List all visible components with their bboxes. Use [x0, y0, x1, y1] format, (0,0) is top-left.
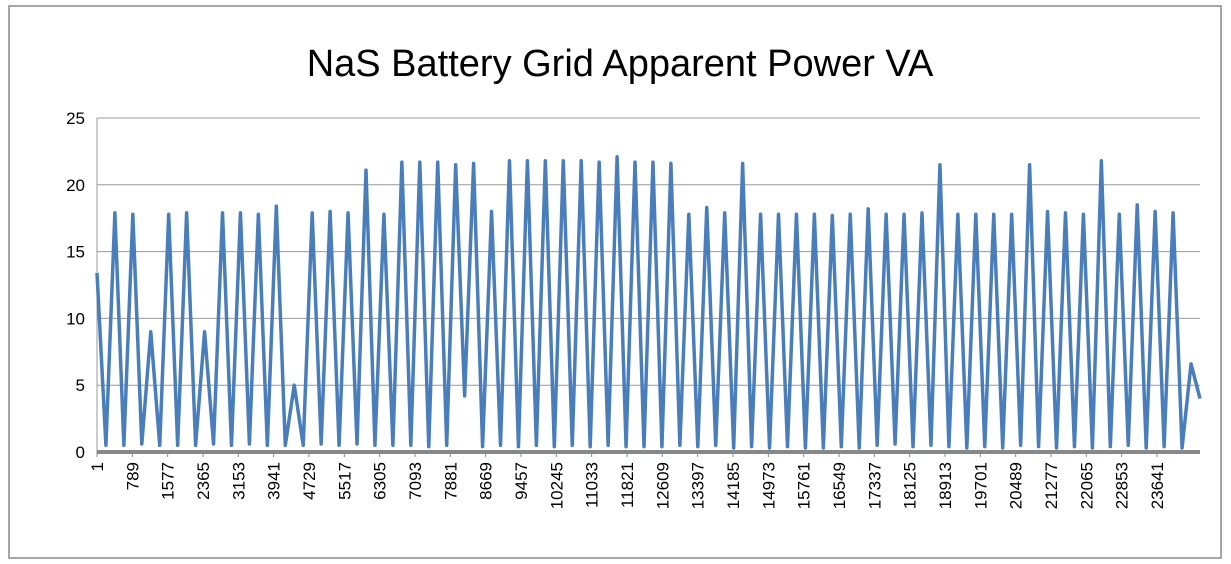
x-tick-label: 8669	[477, 462, 496, 500]
x-tick-label: 12609	[653, 462, 672, 509]
x-tick-label: 9457	[512, 462, 531, 500]
y-tick-label: 25	[66, 109, 85, 128]
y-tick-label: 0	[76, 443, 85, 462]
series-line	[95, 154, 1202, 450]
x-tick-label: 16549	[830, 462, 849, 509]
x-tick-label: 3153	[229, 462, 248, 500]
x-tick-label: 23641	[1148, 462, 1167, 509]
x-tick-label: 789	[123, 462, 142, 490]
x-tick-label: 3941	[265, 462, 284, 500]
x-tick-label: 2365	[194, 462, 213, 500]
x-tick-label: 18913	[936, 462, 955, 509]
x-tick-label: 1577	[159, 462, 178, 500]
y-tick-label: 20	[66, 176, 85, 195]
x-tick-label: 13397	[689, 462, 708, 509]
x-tick-label: 15761	[795, 462, 814, 509]
x-tick-label: 11033	[583, 462, 602, 508]
x-tick-label: 17337	[865, 462, 884, 509]
x-tick-label: 6305	[371, 462, 390, 500]
x-tick-label: 11821	[618, 462, 637, 508]
y-tick-label: 15	[66, 243, 85, 262]
x-tick-label: 1	[88, 462, 107, 471]
x-tick-label: 7881	[441, 462, 460, 500]
y-tick-label: 5	[76, 376, 85, 395]
chart-border	[8, 5, 1222, 559]
x-tick-label: 14185	[724, 462, 743, 509]
x-tick-label: 14973	[759, 462, 778, 509]
x-tick-label: 4729	[300, 462, 319, 500]
x-tick-label: 18125	[901, 462, 920, 509]
x-tick-label: 21277	[1042, 462, 1061, 509]
y-tick-label: 10	[66, 309, 85, 328]
chart-title: NaS Battery Grid Apparent Power VA	[307, 43, 934, 85]
x-tick-label: 10245	[547, 462, 566, 509]
x-tick-label: 22853	[1113, 462, 1132, 509]
x-tick-label: 5517	[335, 462, 354, 500]
x-tick-label: 22065	[1077, 462, 1096, 509]
x-tick-label: 19701	[971, 462, 990, 509]
x-tick-label: 7093	[406, 462, 425, 500]
x-tick-label: 20489	[1007, 462, 1026, 509]
